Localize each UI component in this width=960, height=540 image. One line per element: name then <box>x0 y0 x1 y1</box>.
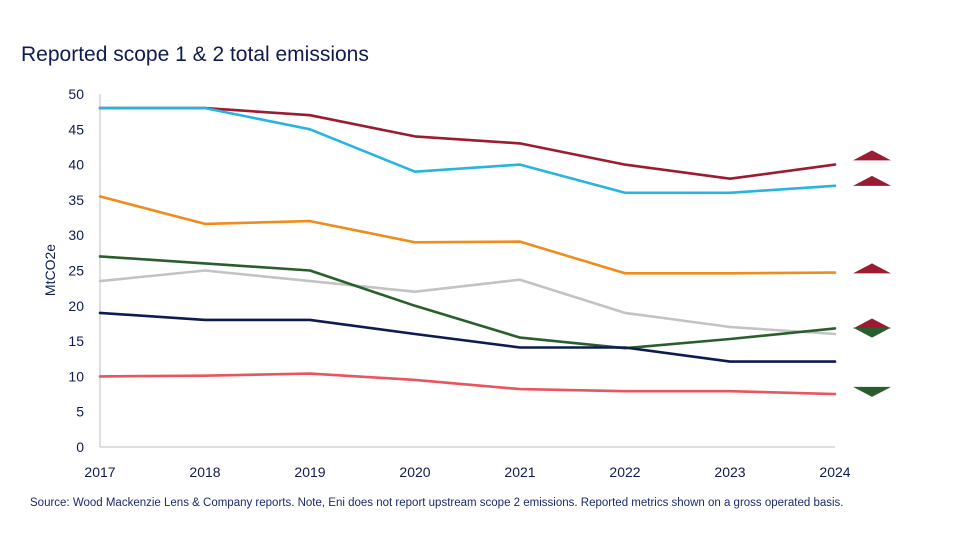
series-line <box>98 311 837 363</box>
series-line <box>98 255 837 350</box>
y-tick-label: 5 <box>76 404 84 420</box>
x-tick-label: 2024 <box>819 464 850 480</box>
series-line <box>98 269 837 336</box>
chart-series <box>98 106 837 396</box>
x-tick-label: 2021 <box>504 464 535 480</box>
triangle-up-icon <box>853 150 891 161</box>
series-line <box>98 106 837 180</box>
source-note: Source: Wood Mackenzie Lens & Company re… <box>30 497 844 509</box>
series-line <box>98 195 837 275</box>
x-tick-label: 2019 <box>294 464 325 480</box>
y-tick-label: 50 <box>68 86 84 102</box>
triangle-down-icon <box>853 386 891 397</box>
x-tick-label: 2022 <box>609 464 640 480</box>
triangle-up-icon <box>853 263 891 274</box>
y-tick-label: 30 <box>68 227 84 243</box>
y-tick-label: 45 <box>68 121 84 137</box>
y-tick-label: 10 <box>68 368 84 384</box>
series-line <box>98 106 837 195</box>
series-line <box>98 372 837 396</box>
chart-axes: 0 5 10 15 20 25 30 35 40 45 50 2017 2018 2019 2020 2021… <box>68 86 850 480</box>
trend-markers <box>853 150 891 397</box>
y-tick-label: 35 <box>68 192 84 208</box>
y-tick-label: 25 <box>68 263 84 279</box>
triangle-down-icon <box>853 327 891 338</box>
triangle-up-icon <box>853 318 891 329</box>
y-tick-label: 0 <box>76 439 84 455</box>
chart-title: Reported scope 1 & 2 total emissions <box>21 43 369 66</box>
y-axis-label: MtCO2e <box>42 244 58 296</box>
x-tick-label: 2020 <box>399 464 430 480</box>
x-tick-label: 2023 <box>714 464 745 480</box>
x-tick-label: 2018 <box>189 464 220 480</box>
y-tick-label: 20 <box>68 298 84 314</box>
x-tick-label: 2017 <box>84 464 115 480</box>
y-tick-label: 40 <box>68 157 84 173</box>
y-tick-label: 15 <box>68 333 84 349</box>
triangle-up-icon <box>853 175 891 186</box>
